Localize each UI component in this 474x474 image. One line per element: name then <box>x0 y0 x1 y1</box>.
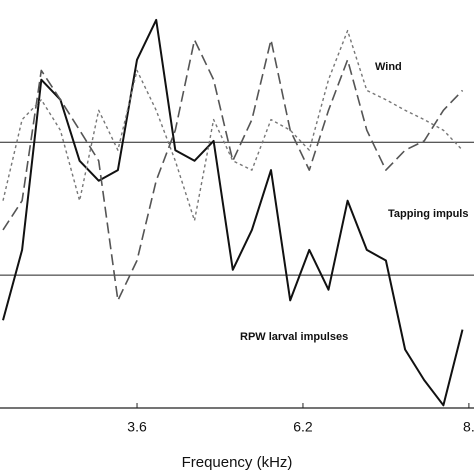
series-label: Tapping impuls <box>388 208 468 220</box>
x-tick-label: 6.2 <box>293 419 313 435</box>
x-tick-label: 8. <box>463 419 474 435</box>
series-line <box>2 18 464 407</box>
x-axis-label: Frequency (kHz) <box>182 454 293 471</box>
series-label: RPW larval impulses <box>240 331 348 343</box>
series-label: Wind <box>375 61 402 73</box>
x-tick-label: 3.6 <box>127 419 147 435</box>
series-line <box>2 29 464 222</box>
series-line <box>2 39 464 302</box>
